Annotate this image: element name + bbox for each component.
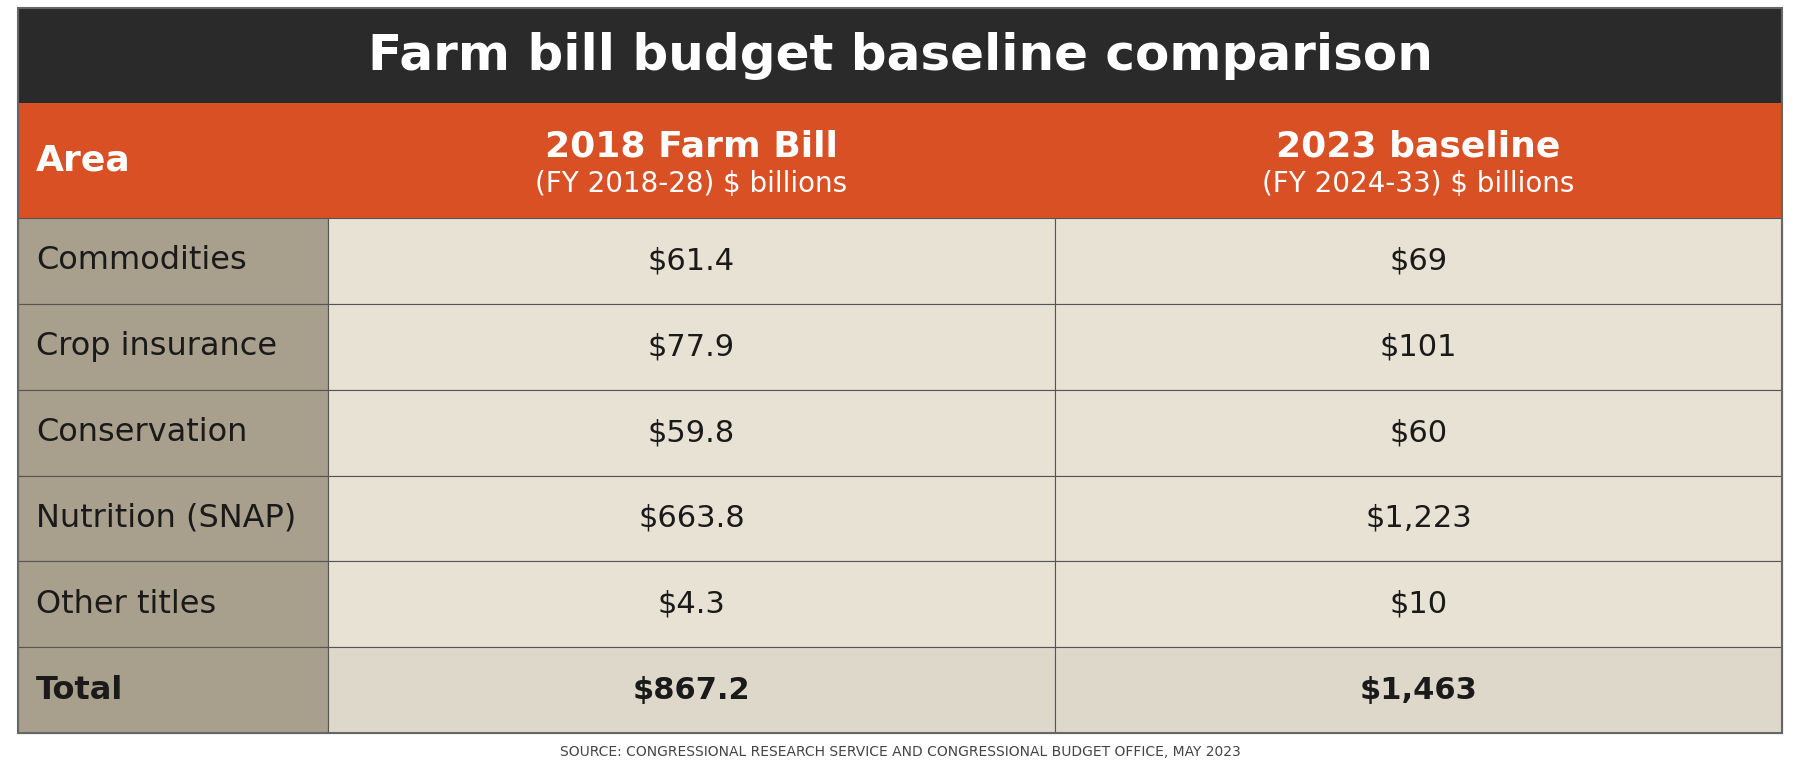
- Bar: [1055, 562, 1782, 647]
- Bar: [328, 562, 1055, 647]
- Bar: [18, 8, 1782, 103]
- Text: Nutrition (SNAP): Nutrition (SNAP): [36, 503, 297, 534]
- Text: SOURCE: CONGRESSIONAL RESEARCH SERVICE AND CONGRESSIONAL BUDGET OFFICE, MAY 2023: SOURCE: CONGRESSIONAL RESEARCH SERVICE A…: [560, 745, 1240, 759]
- Bar: [1055, 390, 1782, 475]
- Text: $59.8: $59.8: [648, 418, 734, 447]
- Text: Total: Total: [36, 675, 124, 706]
- Bar: [1055, 103, 1782, 218]
- Bar: [1055, 218, 1782, 304]
- Text: $60: $60: [1390, 418, 1447, 447]
- Bar: [18, 562, 328, 647]
- Bar: [1055, 475, 1782, 562]
- Text: $10: $10: [1390, 590, 1447, 619]
- Bar: [18, 218, 328, 304]
- Text: $69: $69: [1390, 246, 1447, 276]
- Text: Crop insurance: Crop insurance: [36, 331, 277, 362]
- Text: $101: $101: [1381, 333, 1458, 361]
- Bar: [18, 103, 328, 218]
- Bar: [18, 304, 328, 390]
- Text: $1,223: $1,223: [1364, 504, 1472, 533]
- Text: Commodities: Commodities: [36, 245, 247, 277]
- Text: (FY 2024-33) $ billions: (FY 2024-33) $ billions: [1262, 170, 1575, 198]
- Text: $4.3: $4.3: [657, 590, 725, 619]
- Text: (FY 2018-28) $ billions: (FY 2018-28) $ billions: [535, 170, 848, 198]
- Text: $61.4: $61.4: [648, 246, 734, 276]
- Bar: [328, 475, 1055, 562]
- Text: $663.8: $663.8: [639, 504, 745, 533]
- Bar: [328, 103, 1055, 218]
- Text: Conservation: Conservation: [36, 417, 247, 448]
- Bar: [18, 390, 328, 475]
- Text: $867.2: $867.2: [632, 675, 751, 704]
- Text: 2023 baseline: 2023 baseline: [1276, 129, 1561, 164]
- Bar: [18, 647, 328, 733]
- Bar: [328, 304, 1055, 390]
- Text: Other titles: Other titles: [36, 589, 216, 620]
- Bar: [18, 475, 328, 562]
- Bar: [1055, 647, 1782, 733]
- Text: Area: Area: [36, 143, 131, 178]
- Bar: [328, 390, 1055, 475]
- Bar: [1055, 304, 1782, 390]
- Text: $77.9: $77.9: [648, 333, 734, 361]
- Text: Farm bill budget baseline comparison: Farm bill budget baseline comparison: [367, 31, 1433, 79]
- Text: 2018 Farm Bill: 2018 Farm Bill: [545, 129, 839, 164]
- Bar: [328, 218, 1055, 304]
- Bar: [328, 647, 1055, 733]
- Text: $1,463: $1,463: [1359, 675, 1478, 704]
